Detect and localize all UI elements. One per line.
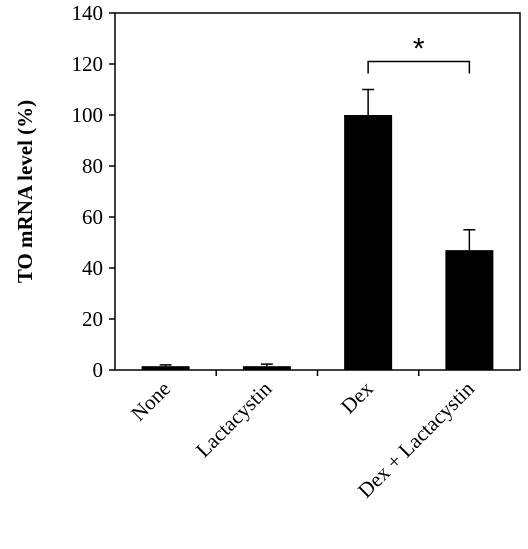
y-tick-label: 0	[93, 358, 104, 382]
y-tick-label: 140	[72, 1, 104, 25]
bar	[344, 115, 393, 370]
y-tick-label: 60	[82, 205, 103, 229]
bar	[141, 366, 190, 370]
y-axis-title: TO mRNA level (%)	[13, 100, 37, 283]
y-tick-label: 120	[72, 52, 104, 76]
bar	[445, 250, 494, 370]
category-label: None	[126, 377, 175, 426]
category-label: Dex	[336, 376, 378, 418]
bar	[242, 366, 291, 370]
y-tick-label: 40	[82, 256, 103, 280]
y-tick-label: 80	[82, 154, 103, 178]
significance-bracket	[367, 60, 471, 74]
significance-label: *	[413, 32, 425, 65]
y-tick-label: 100	[72, 103, 104, 127]
category-label: Lactacystin	[191, 376, 277, 462]
y-tick-label: 20	[82, 307, 103, 331]
